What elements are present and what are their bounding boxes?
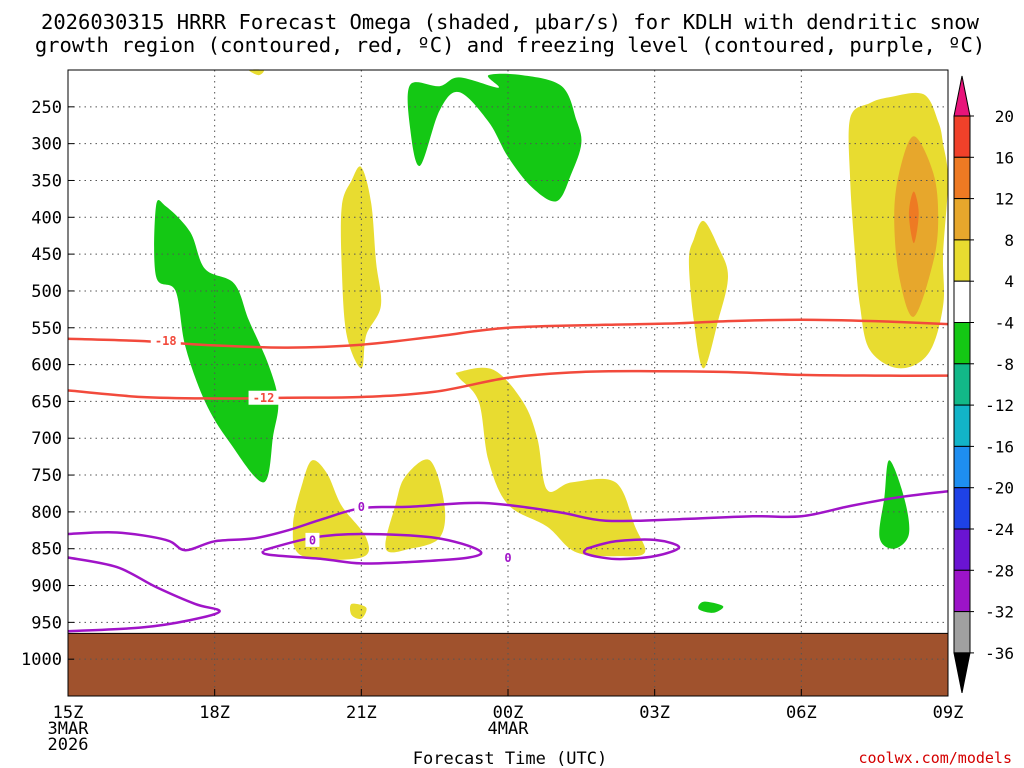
contour-freezing-0-loop-b	[582, 538, 681, 561]
y-tick-label: 850	[31, 540, 62, 560]
colorbar-label: -16	[985, 437, 1014, 456]
y-tick-label: 800	[31, 503, 62, 523]
colorbar-segment	[953, 280, 971, 324]
x-tick-label: 06Z	[786, 703, 817, 723]
colorbar-top-arrow	[953, 75, 971, 117]
colorbar-segment	[953, 363, 971, 406]
y-tick-label: 600	[31, 356, 62, 376]
y-tick-label: 950	[31, 613, 62, 633]
colorbar-label: -8	[995, 355, 1014, 374]
contour-label-freezing-0-loop-a: 0	[309, 533, 316, 547]
y-tick-label: 700	[31, 429, 62, 449]
colorbar-label: 8	[1004, 231, 1014, 250]
colorbar-segment	[953, 156, 971, 200]
contour-label-dgz-minus-12: -12	[253, 391, 275, 405]
gridlines	[67, 70, 949, 696]
y-tick-label: 650	[31, 392, 62, 412]
y-tick-label: 500	[31, 282, 62, 302]
colorbar-label: 12	[995, 190, 1014, 209]
omega-region-1	[154, 199, 279, 483]
x-tick-label: 09Z	[933, 703, 964, 723]
x-tick-label: 21Z	[346, 703, 377, 723]
contour-label-dgz-minus-18: -18	[155, 334, 177, 348]
colorbar-label: 4	[1004, 272, 1014, 291]
contour-freezing-0-loop-a	[261, 532, 483, 565]
colorbar-segment	[953, 528, 971, 571]
contour-label-freezing-0-loop-b: 0	[504, 551, 511, 565]
x-tick-label: 2026	[48, 735, 89, 755]
y-tick-label: 250	[31, 98, 62, 118]
omega-region-6	[688, 220, 728, 369]
colorbar-segment	[953, 404, 971, 447]
omega-region-4	[698, 601, 724, 613]
colorbar-segment	[953, 239, 971, 282]
y-tick-label: 400	[31, 208, 62, 228]
colorbar-label: 16	[995, 148, 1014, 167]
omega-region-3	[879, 460, 910, 549]
contour-label-bg	[248, 390, 279, 405]
omega-region-14	[908, 191, 919, 244]
credit-text: coolwx.com/models	[858, 749, 1012, 767]
omega-region-2	[407, 73, 582, 202]
y-tick-label: 300	[31, 135, 62, 155]
y-tick-label: 450	[31, 245, 62, 265]
colorbar-segment	[953, 198, 971, 241]
contour-label-freezing-0-main: 0	[358, 500, 365, 514]
colorbar-label: -24	[985, 520, 1014, 539]
colorbar: 20 16 12 8 4 -4 -8 -12 -16 -20 -24 -28 -32 -36	[953, 75, 1014, 693]
contour-label-bg	[150, 333, 181, 348]
chart-title-line1: 2026030315 HRRR Forecast Omega (shaded, …	[41, 10, 980, 34]
colorbar-segment	[953, 611, 971, 654]
omega-region-12	[248, 69, 264, 76]
omega-region-11	[350, 603, 367, 620]
colorbar-label: -28	[985, 561, 1014, 580]
x-tick-label: 03Z	[639, 703, 670, 723]
y-axis: 250 300 350 400 450 500 550 600 650 700 750 800 850 9…	[21, 98, 74, 670]
contours: -18 -12 0 0 0	[67, 318, 949, 633]
contour-dgz-minus-18	[67, 318, 949, 349]
plot-area: -18 -12 0 0 0	[67, 69, 949, 697]
colorbar-segment	[953, 322, 971, 365]
colorbar-segment	[953, 115, 971, 158]
y-tick-label: 1000	[21, 650, 62, 670]
contour-label-bg	[305, 532, 320, 547]
x-tick-label: 3MAR	[48, 719, 90, 739]
colorbar-label: -36	[985, 644, 1014, 663]
contour-label-bg	[354, 499, 369, 514]
contour-label-bg	[501, 550, 515, 565]
omega-region-8	[455, 367, 646, 557]
colorbar-label: -32	[985, 603, 1014, 622]
colorbar-bottom-arrow	[953, 652, 971, 693]
colorbar-label: -20	[985, 479, 1014, 498]
contour-freezing-0-main	[67, 490, 949, 552]
colorbar-segment	[953, 487, 971, 530]
colorbar-segment	[953, 569, 971, 613]
y-tick-label: 900	[31, 577, 62, 597]
x-axis-label: Forecast Time (UTC)	[413, 749, 607, 768]
chart-title-line2: growth region (contoured, red, ºC) and f…	[35, 33, 985, 57]
colorbar-label: -4	[995, 314, 1014, 333]
contour-dgz-minus-12	[67, 369, 949, 400]
x-tick-label: 15Z	[53, 703, 84, 723]
x-tick-label: 18Z	[199, 703, 230, 723]
colorbar-label: -12	[985, 396, 1014, 415]
y-tick-label: 550	[31, 319, 62, 339]
y-tick-label: 350	[31, 171, 62, 191]
colorbar-segment	[953, 445, 971, 489]
y-tick-label: 750	[31, 466, 62, 486]
x-tick-label: 00Z	[493, 703, 524, 723]
x-tick-label: 4MAR	[488, 719, 530, 739]
contour-freezing-0-west-lobe	[67, 556, 221, 633]
colorbar-label: 20	[995, 107, 1014, 126]
